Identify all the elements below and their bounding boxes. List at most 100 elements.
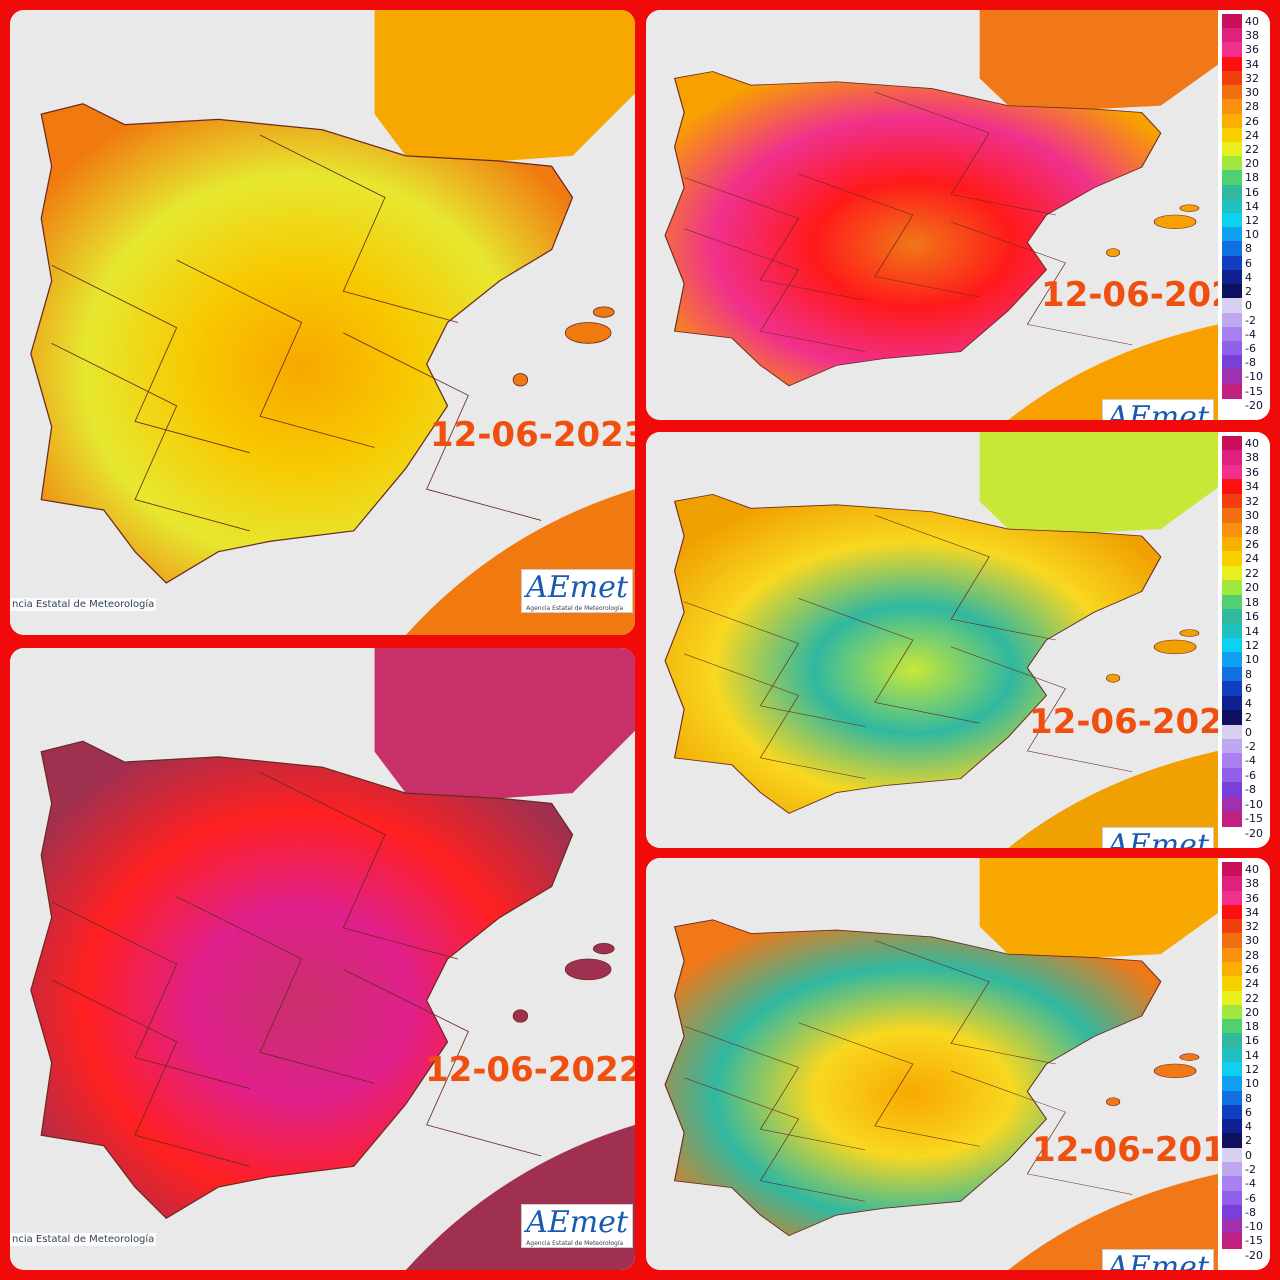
logo-caption: Agencia Estatal de Meteorología	[526, 605, 624, 612]
france	[979, 858, 1218, 958]
france	[374, 10, 635, 162]
logo: AEmet Agencia Estatal de Meteorología	[521, 1204, 633, 1248]
date-label: 12-06-2020	[1029, 702, 1247, 742]
colorbar-label: 34	[1245, 480, 1259, 494]
island	[1153, 639, 1197, 655]
province-line	[51, 979, 250, 1167]
colorbar-cell	[1222, 919, 1242, 935]
colorbar-label: 40	[1245, 437, 1259, 450]
colorbar-cell	[1222, 127, 1242, 143]
colorbar-cell	[1222, 269, 1242, 286]
colorbar-cell	[1222, 767, 1242, 784]
colorbar-label: -2	[1245, 313, 1256, 327]
colorbar-cell	[1222, 1033, 1242, 1049]
colorbar-label: 6	[1245, 256, 1252, 270]
colorbar-cell	[1222, 1233, 1242, 1249]
province-line	[259, 772, 459, 960]
colorbar-label: 18	[1245, 595, 1259, 609]
colorbar-label: 28	[1245, 948, 1259, 962]
colorbar-cell	[1222, 580, 1242, 596]
iberia	[30, 103, 574, 584]
colorbar-label: -10	[1245, 797, 1263, 811]
colorbar-label: -8	[1245, 1205, 1256, 1219]
colorbar-label: 36	[1245, 43, 1259, 57]
colorbar-cell	[1222, 1190, 1242, 1206]
colorbar-cell	[1222, 508, 1242, 524]
province-line	[51, 264, 250, 454]
colorbar-cell	[1222, 493, 1242, 510]
colorbar: 40 38 36 34 32 30 28 26 24 22 20 18 16 14 12 10 8 6 4 2 0 -2-…	[1218, 432, 1270, 848]
colorbar-cell	[1222, 1147, 1242, 1163]
colorbar-label: -6	[1245, 1191, 1256, 1205]
colorbar-label: 18	[1245, 171, 1259, 185]
africa	[1008, 324, 1218, 420]
france	[374, 648, 635, 799]
map-panel: 12-06-2021 AEmet 40 38 36 34 32 30 28 26 24 22 20 18 1…	[646, 10, 1270, 420]
island	[592, 943, 615, 955]
colorbar-label: 12	[1245, 639, 1259, 652]
colorbar-label: -10	[1245, 370, 1263, 384]
colorbar-cell	[1222, 565, 1242, 582]
colorbar-cell	[1222, 947, 1242, 963]
colorbar: 40 38 36 34 32 30 28 26 24 22 20 18 16 14 12 10 8 6 4 2 0 -2-…	[1218, 10, 1270, 420]
colorbar-label: 14	[1245, 624, 1259, 638]
island	[512, 373, 529, 387]
colorbar-cell	[1222, 1047, 1242, 1063]
colorbar-cell	[1222, 594, 1242, 611]
colorbar-label: 22	[1245, 142, 1259, 156]
colorbar-cell	[1222, 28, 1242, 44]
colorbar-cell	[1222, 184, 1242, 200]
colorbar-label: 4	[1245, 696, 1252, 710]
province-line	[874, 514, 1057, 641]
colorbar-cell	[1222, 213, 1242, 229]
province-line	[343, 332, 542, 521]
colorbar-cell	[1222, 876, 1242, 892]
colorbar-label: 16	[1245, 610, 1259, 624]
colorbar-label: 0	[1245, 725, 1252, 739]
colorbar-cell	[1222, 113, 1242, 129]
colorbar-cell	[1222, 1104, 1242, 1121]
island	[564, 958, 612, 981]
colorbar-label: 30	[1245, 934, 1259, 948]
colorbar-label: 22	[1245, 566, 1259, 580]
province-line	[259, 134, 459, 323]
province-line	[683, 601, 866, 727]
colorbar-cell	[1222, 450, 1242, 466]
colorbar-cell	[1222, 383, 1242, 399]
colorbar-cell	[1222, 724, 1242, 740]
colorbar-cell	[1222, 753, 1242, 769]
colorbar-label: 32	[1245, 920, 1259, 934]
colorbar-label: -2	[1245, 1163, 1256, 1176]
colorbar-cell	[1222, 976, 1242, 992]
map	[646, 10, 1218, 420]
colorbar-cell	[1222, 990, 1242, 1006]
colorbar-label: 8	[1245, 667, 1252, 681]
logo: AEmet	[1102, 827, 1214, 848]
colorbar-label: 38	[1245, 451, 1259, 465]
colorbar-label: -4	[1245, 327, 1256, 341]
colorbar-label: 2	[1245, 285, 1252, 299]
island	[564, 322, 612, 344]
colorbar-cell	[1222, 99, 1242, 115]
logo-caption: Agencia Estatal de Meteorología	[526, 1240, 624, 1247]
colorbar-label: 32	[1245, 494, 1259, 508]
colorbar-cell	[1222, 681, 1242, 697]
province-line	[798, 1022, 980, 1147]
colorbar-label: 20	[1245, 157, 1259, 171]
colorbar-cell	[1222, 739, 1242, 755]
colorbar-label: -6	[1245, 768, 1256, 782]
colorbar-cell	[1222, 1076, 1242, 1092]
colorbar-label: 24	[1245, 552, 1259, 566]
colorbar-cell	[1222, 1019, 1242, 1035]
colorbar-label: 26	[1245, 963, 1259, 976]
province-line	[683, 228, 866, 352]
colorbar-cell	[1222, 85, 1242, 101]
colorbar-label: 20	[1245, 1005, 1259, 1019]
province-line	[176, 896, 375, 1084]
colorbar-cell	[1222, 522, 1242, 538]
colorbar-cell	[1222, 904, 1242, 921]
province-line	[950, 221, 1133, 346]
colorbar-label: 28	[1245, 523, 1259, 537]
colorbar-label: 34	[1245, 57, 1259, 71]
island	[1179, 204, 1200, 212]
